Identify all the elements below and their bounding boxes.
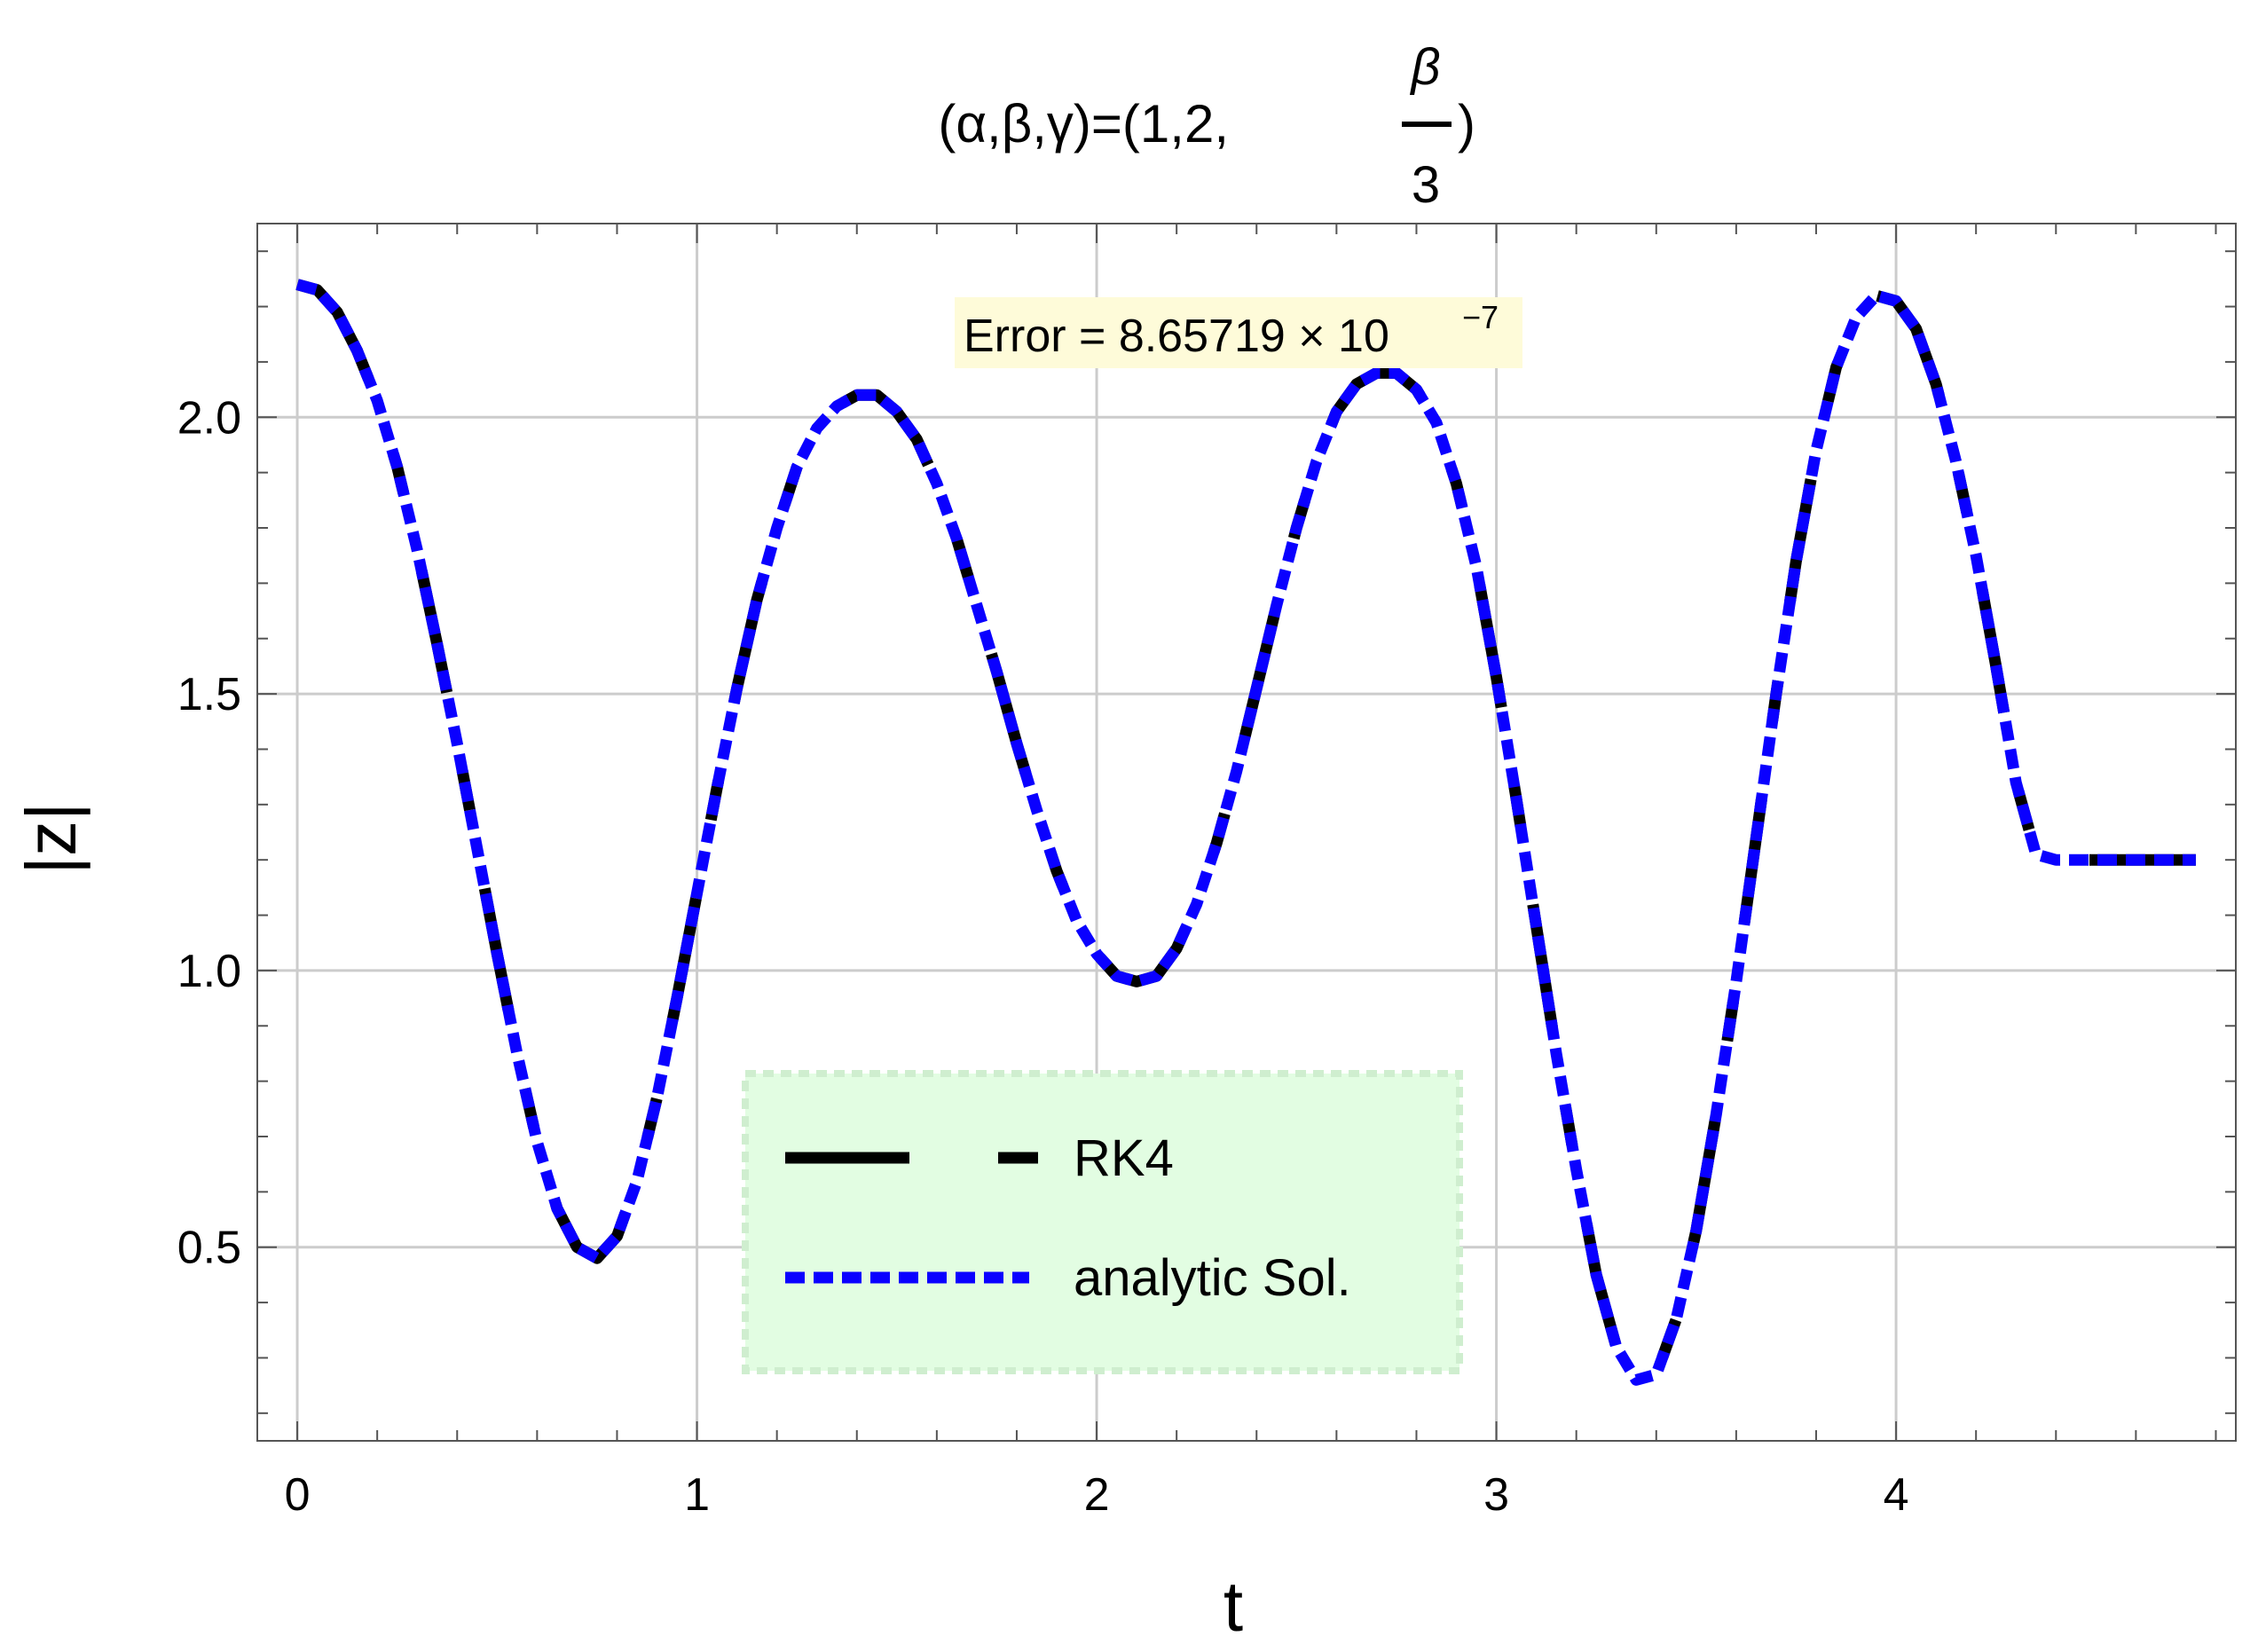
annotation-background: [955, 297, 1522, 368]
y-tick-labels: 0.5 1.0 1.5 2.0: [177, 392, 241, 1273]
x-tick-labels: 0 1 2 3 4: [285, 1469, 1909, 1521]
y-tick-label: 0.5: [177, 1223, 241, 1274]
y-tick-label: 1.5: [177, 669, 241, 720]
title-fraction-denominator: 3: [1412, 156, 1440, 214]
series-layer: [295, 279, 2196, 1386]
title-suffix: ): [1458, 94, 1475, 153]
legend-label-analytic: analytic Sol.: [1074, 1249, 1351, 1307]
legend: RK4 analytic Sol.: [742, 1070, 1463, 1374]
series-line-analytic: [295, 279, 2196, 1386]
title-prefix: (α,β,γ)=(1,2,: [938, 94, 1229, 153]
x-tick-label: 4: [1884, 1469, 1909, 1521]
axis-ticks: [257, 224, 2236, 1441]
legend-item-rk4: RK4: [785, 1129, 1174, 1187]
x-tick-label: 2: [1084, 1469, 1110, 1521]
y-tick-label: 1.0: [177, 946, 241, 997]
x-tick-label: 0: [285, 1469, 311, 1521]
legend-label-rk4: RK4: [1074, 1129, 1174, 1187]
title-fraction-numerator: β: [1409, 38, 1440, 96]
x-tick-label: 3: [1483, 1469, 1509, 1521]
legend-background: [742, 1070, 1463, 1374]
y-axis-label: |z|: [12, 802, 90, 875]
y-tick-label: 2.0: [177, 392, 241, 444]
plot-frame: [256, 223, 2237, 1442]
chart-title: (α,β,γ)=(1,2, β 3 ): [938, 38, 1475, 214]
grid: [257, 224, 2236, 1441]
annotation-exponent: −7: [1462, 299, 1499, 335]
x-tick-label: 1: [684, 1469, 710, 1521]
legend-item-analytic: analytic Sol.: [785, 1249, 1351, 1307]
x-axis-label: t: [1223, 1567, 1243, 1646]
annotation-text: Error = 8.65719 × 10: [964, 311, 1389, 362]
error-annotation: Error = 8.65719 × 10 −7: [955, 297, 1522, 368]
